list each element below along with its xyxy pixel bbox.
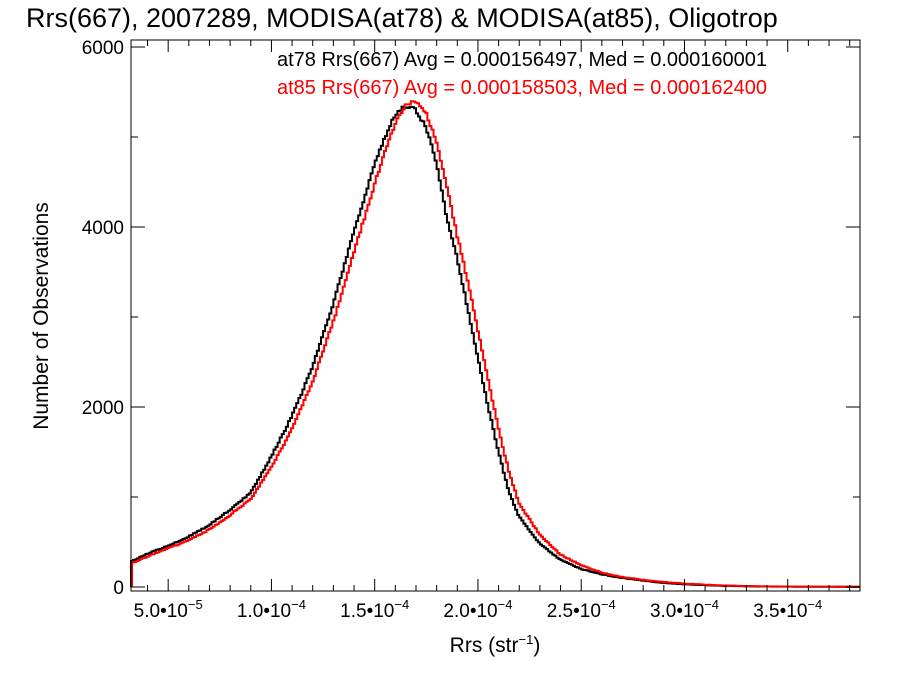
annotation-at85: at85 Rrs(667) Avg = 0.000158503, Med = 0… (277, 77, 767, 99)
x-tick-label: 1.5•10−4 (340, 597, 409, 622)
x-tick-mantissa: 5.0•10 (134, 601, 188, 622)
y-axis-label: Number of Observations (30, 202, 53, 430)
series-at85-line (131, 100, 860, 588)
x-axis-label-exponent: −1 (519, 632, 534, 647)
x-axis-label: Rrs (str−1) (450, 632, 541, 657)
series-at85-histogram (131, 100, 860, 588)
annotation-at78: at78 Rrs(667) Avg = 0.000156497, Med = 0… (277, 49, 767, 71)
x-tick-label: 2.5•10−4 (547, 597, 616, 622)
plot-frame (130, 39, 861, 592)
x-tick-mantissa: 3.5•10 (753, 601, 807, 622)
x-tick-exponent: −5 (188, 597, 203, 612)
x-tick-label: 3.0•10−4 (650, 597, 719, 622)
x-tick-label: 1.0•10−4 (237, 597, 306, 622)
axes: 5.0•10−5 1.0•10−4 1.5•10−4 2.0•10−4 2.5•10−4… (82, 38, 861, 622)
x-axis-label-close: ) (533, 634, 540, 657)
x-tick-mantissa: 2.5•10 (547, 601, 601, 622)
y-tick-label: 2000 (82, 398, 124, 419)
x-tick-exponent: −4 (394, 597, 409, 612)
series-at78-histogram (130, 105, 860, 588)
x-tick-label: 2.0•10−4 (443, 597, 512, 622)
y-tick-label: 6000 (82, 38, 124, 59)
x-tick-exponent: −4 (601, 597, 616, 612)
y-tick-label: 4000 (82, 218, 124, 239)
x-tick-mantissa: 1.0•10 (237, 601, 291, 622)
x-tick-exponent: −4 (704, 597, 719, 612)
x-tick-mantissa: 3.0•10 (650, 601, 704, 622)
series-at78-line (130, 105, 860, 588)
x-tick-mantissa: 1.5•10 (340, 601, 394, 622)
x-tick-mantissa: 2.0•10 (443, 601, 497, 622)
chart-title: Rrs(667), 2007289, MODISA(at78) & MODISA… (26, 3, 778, 33)
x-tick-exponent: −4 (807, 597, 822, 612)
x-tick-exponent: −4 (291, 597, 306, 612)
y-tick-label: 0 (113, 578, 124, 599)
x-tick-label: 3.5•10−4 (753, 597, 822, 622)
x-axis-label-main: Rrs (str (450, 634, 519, 657)
x-tick-label: 5.0•10−5 (134, 597, 203, 622)
x-tick-exponent: −4 (498, 597, 513, 612)
